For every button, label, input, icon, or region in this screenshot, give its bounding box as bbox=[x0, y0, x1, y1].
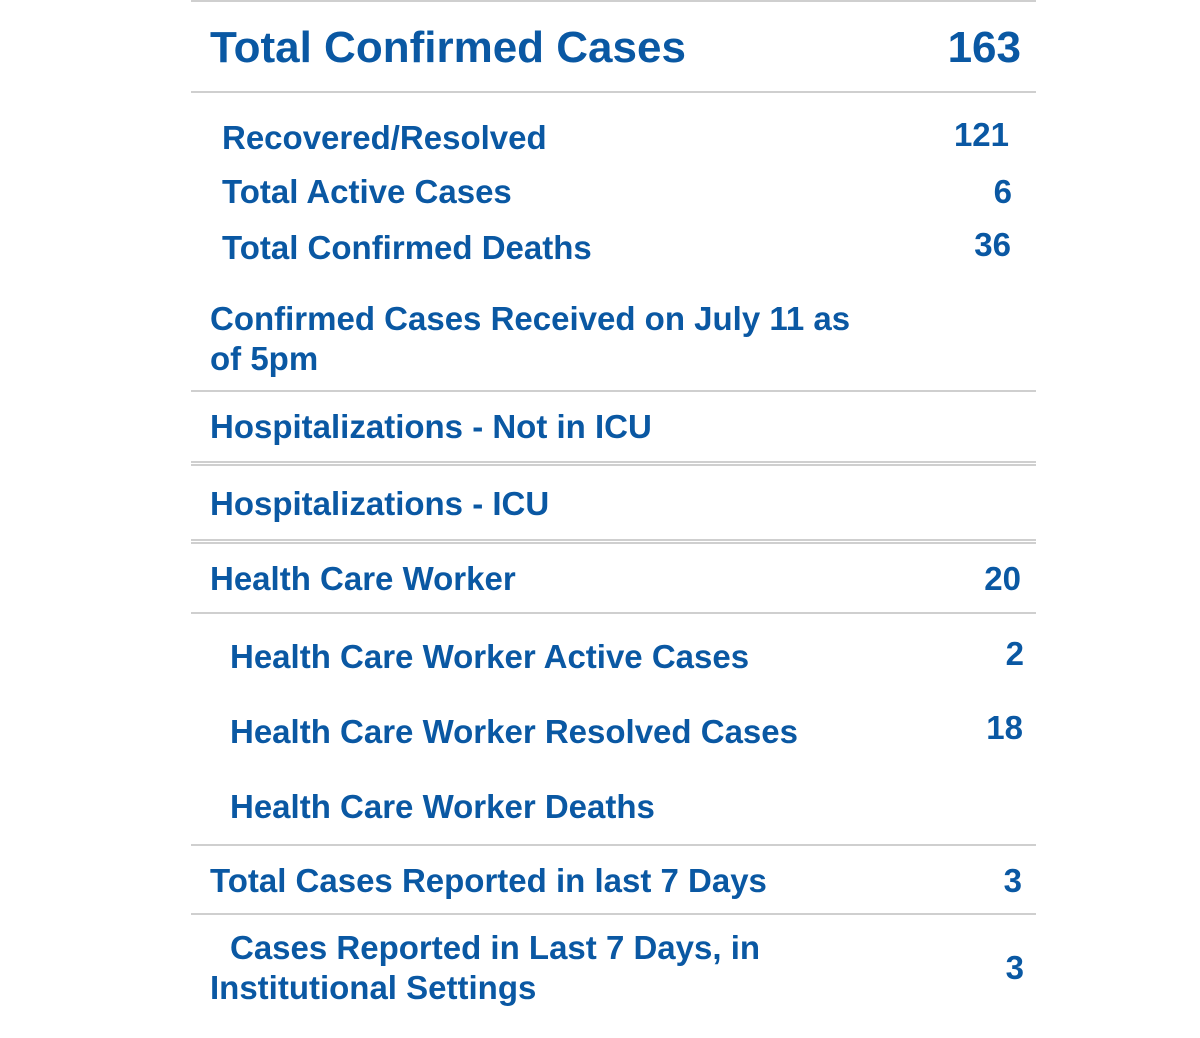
hcw-label: Health Care Worker bbox=[210, 560, 516, 597]
divider-after-hosp-not-icu bbox=[191, 461, 1036, 466]
divider-after-hcw bbox=[191, 612, 1036, 614]
total-confirmed-label: Total Confirmed Cases bbox=[210, 23, 686, 72]
total-confirmed-value: 163 bbox=[947, 23, 1021, 72]
received-label: Confirmed Cases Received on July 11 as o… bbox=[210, 300, 851, 377]
active-cases-value: 6 bbox=[993, 173, 1012, 210]
hcw-resolved-label: Health Care Worker Resolved Cases bbox=[230, 713, 798, 750]
active-cases-label: Total Active Cases bbox=[222, 173, 512, 210]
hcw-active-value: 2 bbox=[1005, 635, 1024, 672]
confirmed-deaths-label: Total Confirmed Deaths bbox=[222, 229, 592, 266]
divider-after-hosp-icu bbox=[191, 539, 1036, 544]
divider-after-hcw-deaths bbox=[191, 844, 1036, 846]
last7-value: 3 bbox=[1003, 862, 1022, 899]
divider-after-received bbox=[191, 390, 1036, 392]
hosp-not-icu-label: Hospitalizations - Not in ICU bbox=[210, 408, 652, 445]
divider-after-total bbox=[191, 91, 1036, 93]
recovered-label: Recovered/Resolved bbox=[222, 119, 547, 156]
divider-after-last7 bbox=[191, 913, 1036, 915]
last7-inst-value: 3 bbox=[1005, 949, 1024, 986]
recovered-value: 121 bbox=[953, 116, 1009, 153]
hcw-resolved-value: 18 bbox=[986, 709, 1023, 746]
hcw-deaths-label: Health Care Worker Deaths bbox=[230, 788, 655, 825]
last7-inst-label: Cases Reported in Last 7 Days, in Instit… bbox=[210, 929, 761, 1006]
hcw-value: 20 bbox=[984, 560, 1021, 597]
top-divider bbox=[191, 0, 1036, 2]
hcw-active-label: Health Care Worker Active Cases bbox=[230, 638, 750, 675]
confirmed-deaths-value: 36 bbox=[974, 226, 1011, 263]
last7-label: Total Cases Reported in last 7 Days bbox=[210, 862, 767, 899]
hosp-icu-label: Hospitalizations - ICU bbox=[210, 485, 550, 522]
